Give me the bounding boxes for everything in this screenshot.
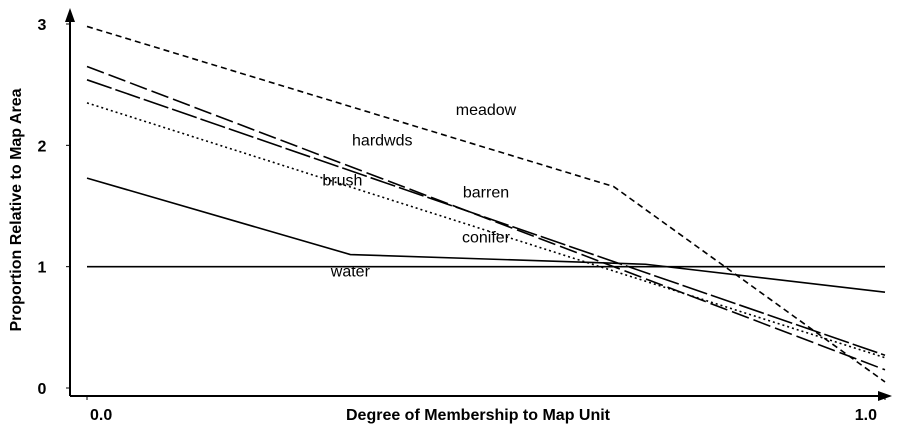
line-series [86,79,886,356]
line-label: conifer [462,229,511,246]
line-label: hardwds [352,132,412,149]
y-tick-label: 0 [38,381,47,398]
y-tick-label: 1 [38,260,47,277]
line-label: water [330,263,371,280]
y-arrow [65,8,75,22]
line-label: brush [322,172,362,189]
line-label: meadow [456,102,517,119]
line-series [86,177,886,293]
x-tick-label: 1.0 [855,407,877,424]
x-axis-label: Degree of Membership to Map Unit [346,407,611,424]
y-tick-label: 2 [38,138,47,155]
y-axis-label: Proportion Relative to Map Area [8,88,25,331]
line-label: barren [463,185,509,202]
y-tick-label: 3 [38,17,47,34]
line-series [86,25,886,383]
x-tick-label: 0.0 [90,407,112,424]
